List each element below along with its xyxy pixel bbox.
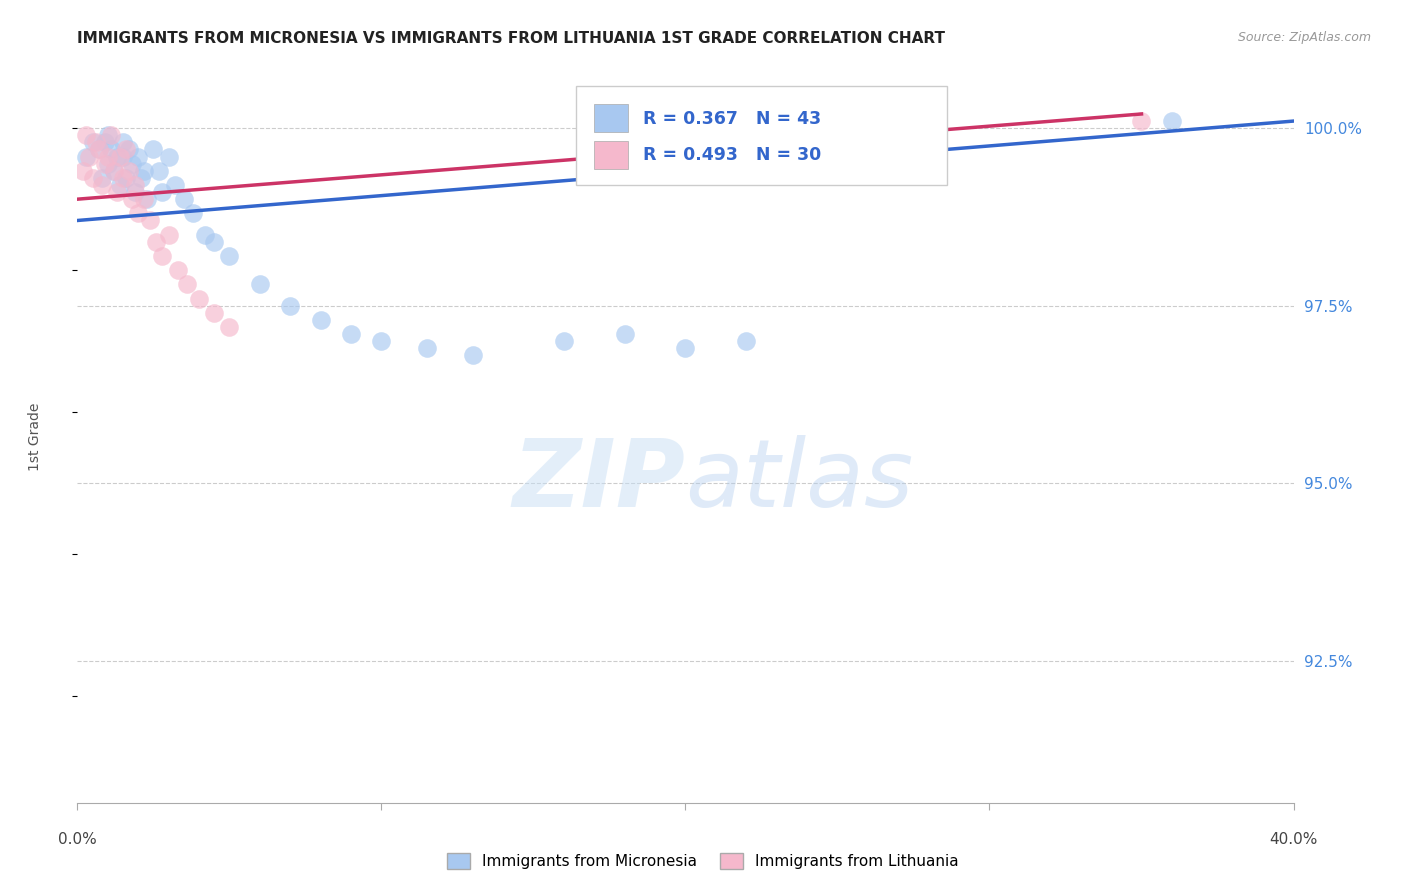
Point [157, 227, 180, 242]
Point [163, 178, 186, 192]
Point [173, 192, 195, 206]
Point [105, 185, 128, 199]
Point [145, 235, 167, 249]
Point [118, 143, 141, 157]
Point [84, 136, 107, 150]
Point [194, 227, 217, 242]
Point [100, 143, 122, 157]
Point [75, 128, 97, 143]
Point [111, 136, 134, 150]
Point [82, 170, 104, 185]
Point [124, 185, 146, 199]
FancyBboxPatch shape [576, 86, 946, 185]
Point [97, 128, 120, 143]
Point [309, 313, 332, 327]
Point [79, 150, 101, 164]
Point [87, 143, 110, 157]
Point [127, 206, 149, 220]
Point [118, 163, 141, 178]
Point [97, 156, 120, 170]
Text: ZIP: ZIP [513, 435, 686, 527]
Point [90, 170, 112, 185]
Text: 40.0%: 40.0% [1270, 832, 1317, 847]
Text: atlas: atlas [686, 435, 914, 526]
Point [93, 156, 115, 170]
Point [1161, 114, 1184, 128]
Point [416, 341, 439, 355]
Point [103, 163, 125, 178]
Point [157, 150, 180, 164]
Point [111, 150, 134, 164]
Point [176, 277, 198, 292]
FancyBboxPatch shape [595, 104, 628, 132]
Text: R = 0.493   N = 30: R = 0.493 N = 30 [643, 146, 821, 164]
Point [461, 348, 484, 362]
Point [202, 306, 225, 320]
Point [134, 192, 156, 206]
Text: Source: ZipAtlas.com: Source: ZipAtlas.com [1237, 31, 1371, 45]
Point [613, 327, 636, 342]
Point [136, 192, 159, 206]
Text: IMMIGRANTS FROM MICRONESIA VS IMMIGRANTS FROM LITHUANIA 1ST GRADE CORRELATION CH: IMMIGRANTS FROM MICRONESIA VS IMMIGRANTS… [77, 31, 945, 46]
Point [124, 178, 146, 192]
Point [103, 163, 125, 178]
Point [108, 178, 131, 192]
Point [121, 156, 143, 170]
Point [152, 185, 174, 199]
Point [202, 235, 225, 249]
Point [72, 163, 94, 178]
FancyBboxPatch shape [595, 141, 628, 169]
Point [1130, 114, 1153, 128]
Point [115, 170, 138, 185]
Point [675, 341, 697, 355]
Point [134, 163, 156, 178]
Text: 1st Grade: 1st Grade [28, 403, 42, 471]
Point [87, 143, 110, 157]
Point [75, 150, 97, 164]
Point [100, 128, 122, 143]
Point [340, 327, 363, 342]
Point [93, 136, 115, 150]
Point [218, 320, 240, 334]
Point [129, 170, 152, 185]
Point [139, 213, 162, 227]
Point [82, 136, 104, 150]
Point [181, 206, 204, 220]
Point [249, 277, 271, 292]
Point [278, 299, 301, 313]
Point [553, 334, 575, 349]
Point [188, 292, 211, 306]
Point [115, 143, 138, 157]
Point [108, 150, 131, 164]
Text: 0.0%: 0.0% [58, 832, 97, 847]
Point [370, 334, 392, 349]
Point [218, 249, 240, 263]
Point [90, 178, 112, 192]
Point [111, 170, 134, 185]
Point [97, 150, 120, 164]
Point [142, 143, 165, 157]
Point [121, 192, 143, 206]
Point [735, 334, 758, 349]
Point [148, 163, 170, 178]
Point [127, 150, 149, 164]
Point [152, 249, 174, 263]
Text: R = 0.367   N = 43: R = 0.367 N = 43 [643, 110, 821, 128]
Point [166, 263, 188, 277]
Point [105, 150, 128, 164]
Legend: Immigrants from Micronesia, Immigrants from Lithuania: Immigrants from Micronesia, Immigrants f… [441, 847, 965, 875]
